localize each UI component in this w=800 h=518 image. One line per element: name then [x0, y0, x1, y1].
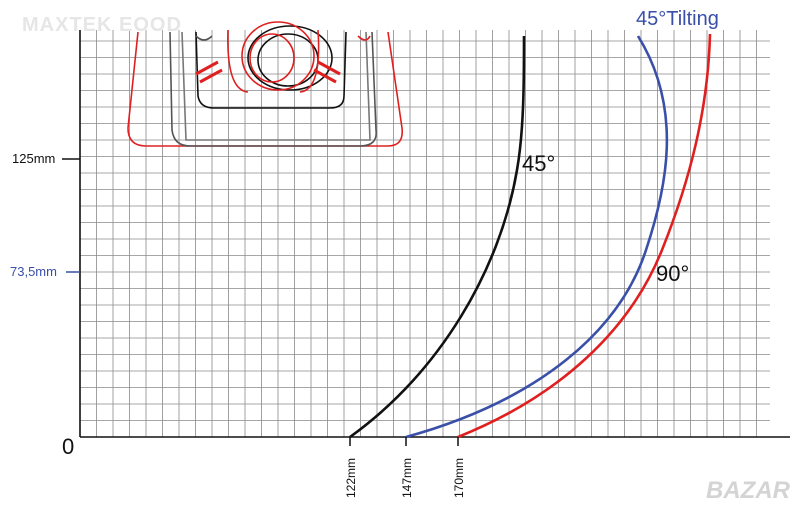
x-label-147mm: 147mm: [400, 458, 414, 498]
y-label-125mm: 125mm: [12, 151, 55, 166]
curve-45-tilting: [405, 35, 669, 439]
label-45-degree: 45°: [522, 151, 555, 176]
label-45-tilting: 45°Tilting: [636, 8, 719, 30]
y-label-73-5mm: 73,5mm: [10, 264, 57, 279]
label-90-degree: 90°: [656, 261, 689, 286]
curve-90-degree: [457, 33, 712, 439]
watermark-text: MAXTEK EOOD: [22, 14, 182, 36]
axes: [79, 30, 790, 438]
origin-label: 0: [62, 434, 74, 459]
x-label-170mm: 170mm: [452, 458, 466, 498]
saw-illustration-icon: [127, 21, 404, 147]
bazar-logo-icon: BAZAR: [706, 477, 790, 504]
x-label-122mm: 122mm: [344, 458, 358, 498]
curve-45-degree: [349, 35, 526, 439]
